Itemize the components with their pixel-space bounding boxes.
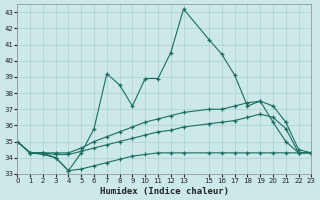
X-axis label: Humidex (Indice chaleur): Humidex (Indice chaleur) xyxy=(100,187,229,196)
